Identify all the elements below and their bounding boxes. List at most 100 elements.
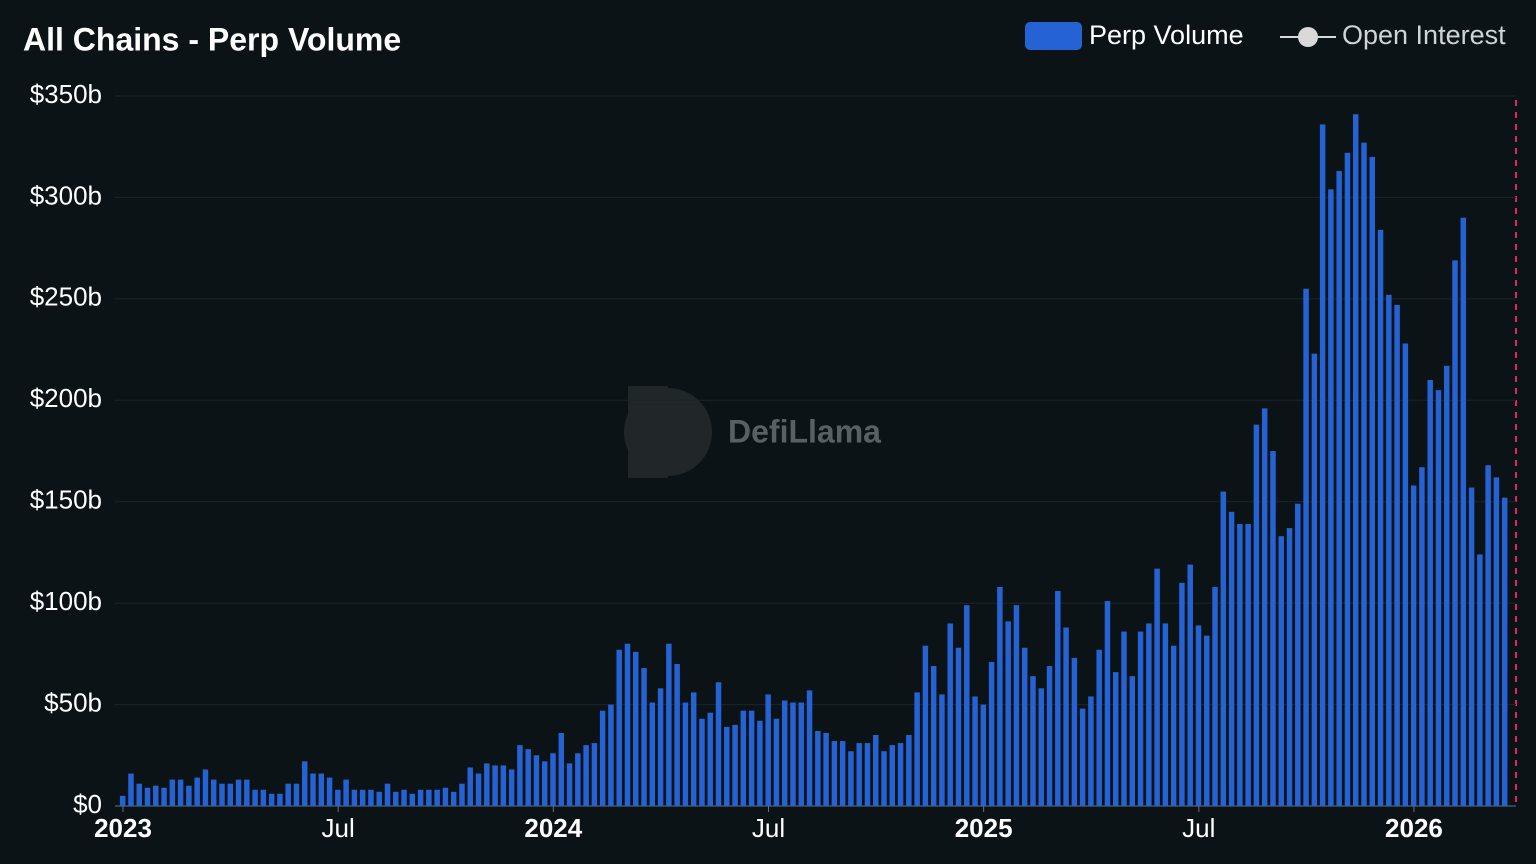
x-tick-label: 2023 [94, 813, 152, 843]
bar [1344, 152, 1351, 807]
bar [202, 769, 209, 806]
bar [815, 730, 821, 806]
y-tick-label: $0 [73, 789, 102, 819]
y-tick-label: $300b [30, 180, 102, 210]
bar [955, 647, 962, 806]
watermark: DefiLlama [728, 413, 881, 449]
bar [1369, 156, 1376, 806]
bar [1237, 524, 1243, 806]
bar [1079, 708, 1086, 806]
x-tick-label: 2025 [955, 813, 1013, 843]
bar [988, 661, 995, 806]
bar [1170, 645, 1177, 806]
bar [856, 743, 862, 806]
legend-label[interactable]: Perp Volume [1089, 20, 1244, 50]
bar [765, 694, 771, 806]
bar [293, 783, 300, 806]
bar [591, 743, 598, 806]
bar [732, 724, 738, 806]
bar [748, 710, 755, 806]
legend-label[interactable]: Open Interest [1342, 20, 1506, 50]
bar [1435, 390, 1442, 806]
bar [616, 649, 622, 806]
bar [1013, 605, 1020, 806]
bar [873, 735, 879, 806]
bar [1352, 114, 1359, 806]
bar [235, 779, 242, 806]
bar [724, 726, 730, 806]
bar [889, 745, 896, 806]
bar [1228, 511, 1235, 806]
chart-title: All Chains - Perp Volume [23, 21, 401, 57]
bar [1493, 477, 1500, 806]
bar [210, 779, 217, 806]
bar [848, 751, 854, 806]
bar [1212, 586, 1218, 806]
y-tick-label: $100b [30, 586, 102, 616]
x-tick-label: 2024 [524, 813, 582, 843]
bar [417, 789, 424, 806]
bar [1410, 485, 1417, 806]
bar [335, 789, 341, 806]
bar [302, 761, 308, 806]
bar [964, 605, 970, 806]
bar [1088, 696, 1094, 806]
bar [682, 702, 689, 806]
bar [351, 789, 358, 806]
bar [186, 785, 192, 806]
bar [1361, 142, 1367, 806]
bar [1104, 601, 1111, 806]
bar [1452, 260, 1458, 806]
bar [475, 773, 482, 806]
bar [1394, 304, 1400, 806]
bar [1038, 688, 1044, 806]
bar [359, 789, 366, 806]
bar [897, 743, 904, 806]
bar [1204, 635, 1210, 806]
bar [831, 741, 838, 806]
bar [1328, 189, 1334, 807]
bar [1253, 424, 1260, 806]
bar [997, 586, 1003, 806]
bar [467, 767, 473, 806]
bar [1460, 217, 1467, 806]
bar [633, 651, 639, 806]
bar [343, 779, 349, 806]
x-tick-label: Jul [1182, 813, 1215, 843]
bar [442, 787, 449, 806]
bar [1419, 467, 1425, 806]
bar [583, 745, 589, 806]
bar [1286, 528, 1293, 806]
bar [922, 645, 929, 806]
bar [326, 777, 333, 806]
bar [674, 664, 680, 806]
bar [500, 765, 507, 806]
bar [517, 745, 523, 806]
y-tick-label: $350b [30, 79, 102, 109]
bar [459, 783, 465, 806]
x-tick-label: Jul [322, 813, 355, 843]
bar [608, 704, 614, 806]
bar [575, 753, 581, 806]
bar [1046, 666, 1053, 806]
bar [707, 712, 713, 806]
x-tick-label: 2026 [1385, 813, 1443, 843]
bar [384, 783, 391, 806]
bar [144, 787, 151, 806]
bar [1187, 564, 1193, 806]
bar [939, 694, 945, 806]
legend-swatch [1025, 22, 1082, 50]
bar [426, 789, 432, 806]
bar [757, 720, 763, 806]
bar [1162, 623, 1169, 806]
bar [550, 753, 556, 806]
y-tick-label: $250b [30, 282, 102, 312]
bar [649, 702, 656, 806]
bar [790, 702, 796, 806]
bar [1319, 124, 1326, 806]
bar [930, 666, 937, 806]
bar [881, 751, 887, 806]
bar [641, 668, 647, 806]
bar [252, 789, 258, 806]
bar [450, 791, 457, 806]
